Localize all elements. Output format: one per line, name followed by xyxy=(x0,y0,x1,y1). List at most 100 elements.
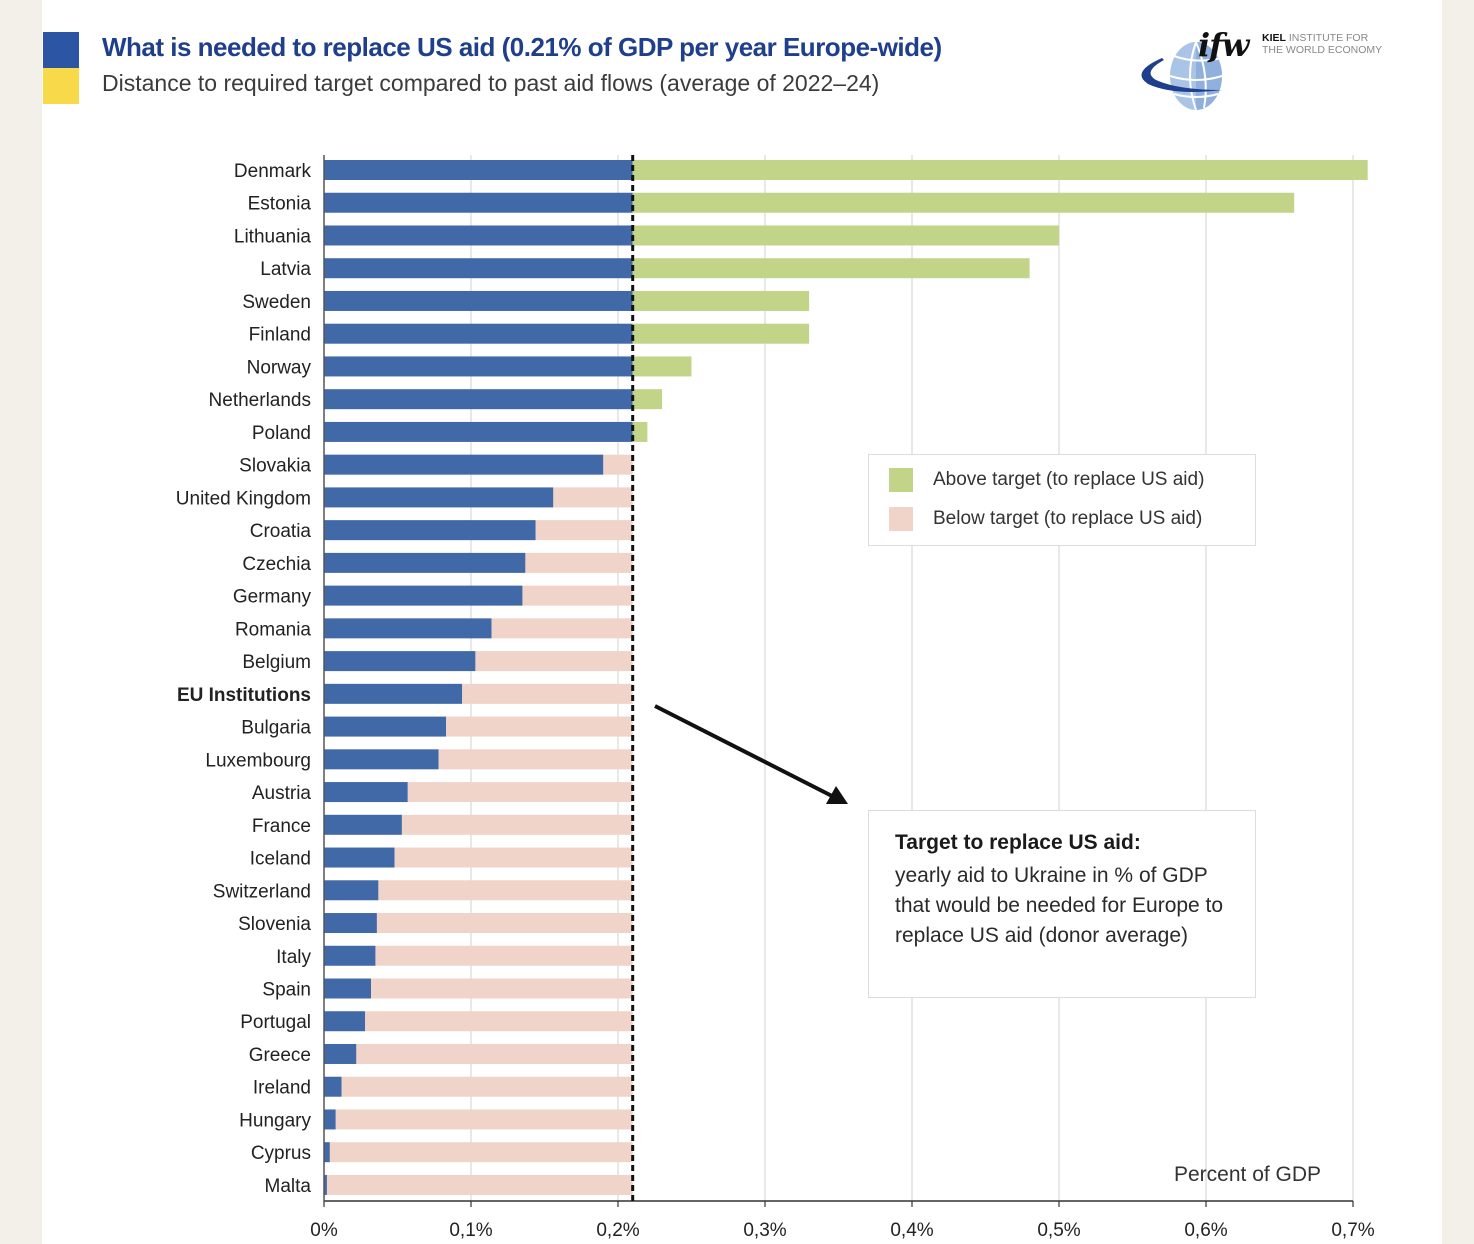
bar-above-target xyxy=(632,258,1030,279)
category-label: Denmark xyxy=(234,161,312,182)
category-label: Lithuania xyxy=(234,226,312,247)
category-label: Spain xyxy=(262,980,311,1001)
bar-below-target xyxy=(326,1174,633,1195)
category-label: France xyxy=(252,816,311,837)
category-label: Slovakia xyxy=(239,456,311,477)
bar-aid xyxy=(324,290,633,311)
category-label: Croatia xyxy=(250,521,312,542)
category-label: Estonia xyxy=(248,194,312,215)
bar-aid xyxy=(324,552,526,573)
bar-aid xyxy=(324,847,395,868)
category-label: Iceland xyxy=(250,849,311,870)
bar-aid xyxy=(324,192,633,213)
bar-aid xyxy=(324,814,402,835)
bar-below-target xyxy=(525,552,633,573)
logo-line1: KIEL INSTITUTE FOR xyxy=(1262,32,1368,44)
category-label: Netherlands xyxy=(209,390,311,411)
bar-aid xyxy=(324,1142,330,1163)
category-label: Sweden xyxy=(242,292,311,313)
logo-institute-for: INSTITUTE FOR xyxy=(1288,32,1369,44)
bar-aid xyxy=(324,913,377,934)
bar-aid xyxy=(324,782,408,803)
bar-above-target xyxy=(632,290,810,311)
x-axis: 0% 0,1% 0,2% 0,3% 0,4% 0,5% 0,6% 0,7% xyxy=(310,155,1375,1241)
annotation-arrow-line xyxy=(654,704,833,798)
bar-aid xyxy=(324,651,476,672)
bar-below-target xyxy=(407,782,633,803)
annotation-title: Target to replace US aid: xyxy=(895,831,1141,854)
bar-aid xyxy=(324,421,633,442)
bar-aid xyxy=(324,225,633,246)
legend-label-below: Below target (to replace US aid) xyxy=(933,508,1203,529)
bar-aid xyxy=(324,618,492,639)
bar-above-target xyxy=(632,389,663,410)
x-tick-label: 0,1% xyxy=(449,1220,492,1241)
bar-below-target xyxy=(376,913,633,934)
bar-below-target xyxy=(375,945,633,966)
bar-aid xyxy=(324,520,536,541)
bar-aid xyxy=(324,683,463,704)
logo-mark: ifw xyxy=(1198,26,1249,64)
bar-below-target xyxy=(522,585,633,606)
legend: Above target (to replace US aid) Below t… xyxy=(868,454,1256,546)
category-label: Poland xyxy=(252,423,311,444)
bar-above-target xyxy=(632,192,1295,213)
category-label: Switzerland xyxy=(213,881,311,902)
bar-aid xyxy=(324,1043,357,1064)
category-label: Portugal xyxy=(240,1012,311,1033)
category-label: Czechia xyxy=(242,554,311,575)
bar-below-target xyxy=(335,1109,633,1130)
bar-below-target xyxy=(341,1076,633,1097)
globe-icon xyxy=(1141,41,1223,111)
bar-above-target xyxy=(632,225,1059,246)
x-tick-label: 0,4% xyxy=(890,1220,933,1241)
bar-below-target xyxy=(329,1142,633,1163)
bar-aid xyxy=(324,749,439,770)
bar-below-target xyxy=(371,978,633,999)
bar-aid xyxy=(324,1011,366,1032)
bar-below-target xyxy=(394,847,633,868)
x-axis-title: Percent of GDP xyxy=(1174,1163,1322,1186)
x-tick-label: 0,7% xyxy=(1331,1220,1374,1241)
ukraine-flag-blue xyxy=(43,32,79,68)
category-label: Italy xyxy=(276,947,311,968)
logo-kiel: KIEL xyxy=(1262,32,1286,44)
bar-below-target xyxy=(378,880,633,901)
category-label: Cyprus xyxy=(251,1143,311,1164)
bar-above-target xyxy=(632,421,648,442)
x-tick-label: 0,3% xyxy=(743,1220,786,1241)
bar-aid xyxy=(324,160,633,180)
bar-above-target xyxy=(632,356,692,377)
bar-below-target xyxy=(553,487,633,508)
category-label: Belgium xyxy=(242,652,311,673)
category-label: Finland xyxy=(249,325,311,346)
category-label: Germany xyxy=(233,587,312,608)
logo-line2: THE WORLD ECONOMY xyxy=(1262,44,1383,56)
x-tick-label: 0,5% xyxy=(1037,1220,1080,1241)
chart-subtitle: Distance to required target compared to … xyxy=(102,70,880,96)
bar-below-target xyxy=(475,651,633,672)
bar-below-target xyxy=(356,1043,633,1064)
bar-below-target xyxy=(438,749,633,770)
bar-aid xyxy=(324,323,633,344)
category-label: Norway xyxy=(247,357,312,378)
bar-below-target xyxy=(365,1011,633,1032)
category-label: Malta xyxy=(265,1176,312,1197)
legend-item-above: Above target (to replace US aid) xyxy=(889,468,1204,492)
x-tick-label: 0% xyxy=(310,1220,338,1241)
bar-aid xyxy=(324,356,633,377)
bar-below-target xyxy=(535,520,633,541)
annotation-arrow-group xyxy=(654,704,848,804)
bar-below-target xyxy=(401,814,633,835)
category-labels: Denmark Estonia Lithuania Latvia Sweden Finla… xyxy=(176,161,312,1197)
category-label: Slovenia xyxy=(238,914,311,935)
category-label: Hungary xyxy=(239,1110,311,1131)
bar-aid xyxy=(324,1109,336,1130)
chart-title: What is needed to replace US aid (0.21% … xyxy=(102,32,942,62)
kiel-institute-logo: ifw KIEL INSTITUTE FOR THE WORLD ECONOMY xyxy=(1134,26,1404,113)
category-label: EU Institutions xyxy=(177,685,311,706)
legend-swatch-above xyxy=(889,468,913,492)
bar-aid xyxy=(324,716,447,737)
bar-aid xyxy=(324,258,633,279)
